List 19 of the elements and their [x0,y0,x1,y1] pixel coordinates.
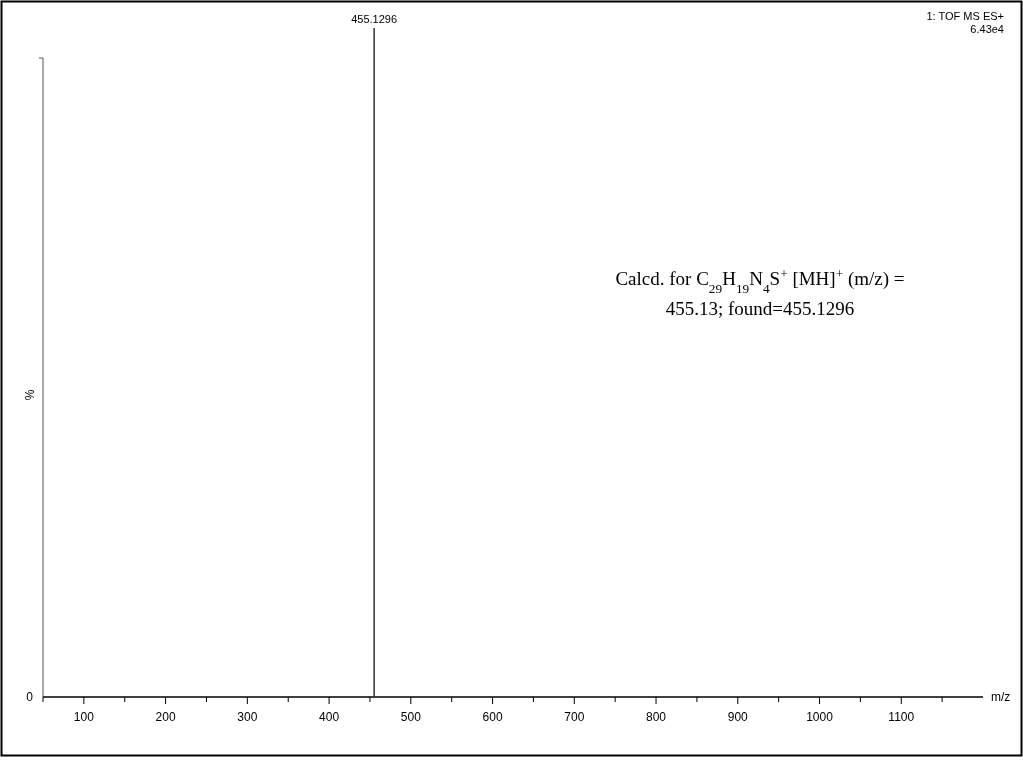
text: Calcd. for C$_{29}$H$_{19}$N$_{4}$S$^{+}$ [MH]$^{+}$ (m/z) = [615,265,905,296]
x-tick-label: 900 [727,710,749,724]
text: 1: TOF MS ES+ [926,10,1004,22]
x-tick-label: 1100 [888,710,915,724]
x-tick-label: 1000 [806,710,834,724]
text: 0 [26,690,34,704]
x-tick-label: 300 [237,710,258,724]
text: 455.1296 [351,13,398,25]
x-tick-label: 200 [155,710,176,724]
x-tick-label: 100 [73,710,95,724]
annotation: 6.43e4 [970,23,1004,35]
x-axis-title: m/z [991,690,1011,704]
x-tick-label: 800 [646,710,667,724]
annotation: 455.13; found=455.1296 [665,298,855,319]
x-tick-label: 600 [482,710,503,724]
x-tick-label: 400 [319,710,340,724]
x-tick-label: 500 [400,710,422,724]
y-axis-title: % [23,389,37,401]
x-tick-label: 700 [564,710,585,724]
